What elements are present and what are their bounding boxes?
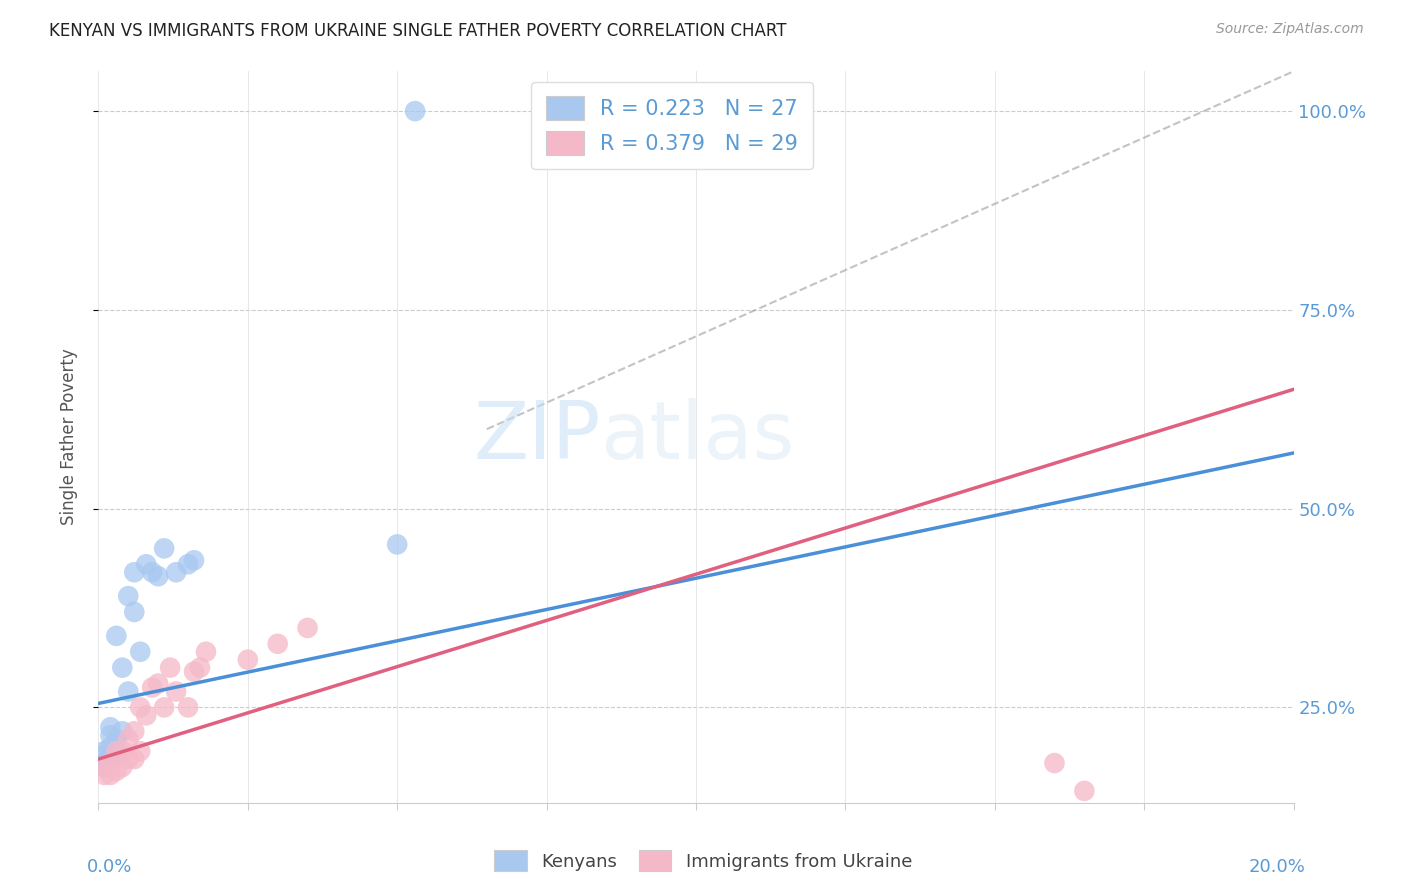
- Point: [129, 700, 152, 714]
- Point: [153, 541, 176, 556]
- Point: [385, 537, 409, 551]
- Point: [297, 621, 319, 635]
- Point: [105, 744, 128, 758]
- Point: [141, 566, 163, 580]
- Point: [98, 752, 122, 766]
- Legend: Kenyans, Immigrants from Ukraine: Kenyans, Immigrants from Ukraine: [486, 843, 920, 879]
- Point: [117, 732, 139, 747]
- Point: [98, 720, 122, 734]
- Point: [188, 660, 211, 674]
- Point: [141, 681, 163, 695]
- Point: [267, 637, 290, 651]
- Point: [177, 700, 200, 714]
- Legend: R = 0.223   N = 27, R = 0.379   N = 29: R = 0.223 N = 27, R = 0.379 N = 29: [531, 82, 813, 169]
- Point: [93, 760, 115, 774]
- Point: [236, 653, 259, 667]
- Point: [111, 724, 134, 739]
- Point: [148, 676, 170, 690]
- Point: [195, 645, 218, 659]
- Text: 0.0%: 0.0%: [87, 858, 132, 876]
- Point: [111, 760, 134, 774]
- Point: [124, 566, 146, 580]
- Text: ZIP: ZIP: [472, 398, 600, 476]
- Point: [111, 660, 134, 674]
- Point: [93, 748, 115, 763]
- Text: 20.0%: 20.0%: [1249, 858, 1306, 876]
- Point: [1073, 784, 1095, 798]
- Y-axis label: Single Father Poverty: Single Father Poverty: [59, 349, 77, 525]
- Point: [93, 756, 115, 770]
- Point: [98, 768, 122, 782]
- Point: [183, 553, 205, 567]
- Point: [1043, 756, 1066, 770]
- Point: [98, 756, 122, 770]
- Point: [124, 752, 146, 766]
- Point: [98, 728, 122, 742]
- Text: Source: ZipAtlas.com: Source: ZipAtlas.com: [1216, 22, 1364, 37]
- Point: [177, 558, 200, 572]
- Point: [124, 724, 146, 739]
- Point: [105, 732, 128, 747]
- Point: [105, 764, 128, 778]
- Point: [129, 744, 152, 758]
- Point: [404, 104, 426, 119]
- Point: [93, 768, 115, 782]
- Point: [111, 744, 134, 758]
- Point: [159, 660, 181, 674]
- Point: [135, 708, 157, 723]
- Point: [148, 569, 170, 583]
- Point: [165, 566, 187, 580]
- Point: [98, 740, 122, 755]
- Point: [93, 744, 115, 758]
- Text: KENYAN VS IMMIGRANTS FROM UKRAINE SINGLE FATHER POVERTY CORRELATION CHART: KENYAN VS IMMIGRANTS FROM UKRAINE SINGLE…: [49, 22, 787, 40]
- Point: [117, 752, 139, 766]
- Text: atlas: atlas: [600, 398, 794, 476]
- Point: [124, 605, 146, 619]
- Point: [135, 558, 157, 572]
- Point: [129, 645, 152, 659]
- Point: [153, 700, 176, 714]
- Point: [105, 748, 128, 763]
- Point: [165, 684, 187, 698]
- Point: [183, 665, 205, 679]
- Point: [117, 589, 139, 603]
- Point: [105, 629, 128, 643]
- Point: [93, 760, 115, 774]
- Point: [117, 684, 139, 698]
